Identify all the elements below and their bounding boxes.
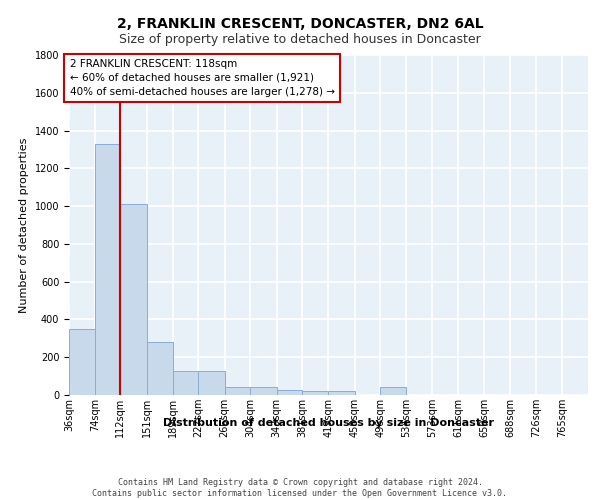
Text: Distribution of detached houses by size in Doncaster: Distribution of detached houses by size …: [163, 418, 494, 428]
Bar: [69, 329, 95, 395]
Bar: [277, 390, 302, 395]
Bar: [302, 391, 328, 395]
Bar: [250, 388, 277, 395]
Text: 2, FRANKLIN CRESCENT, DONCASTER, DN2 6AL: 2, FRANKLIN CRESCENT, DONCASTER, DN2 6AL: [116, 18, 484, 32]
Text: 2 FRANKLIN CRESCENT: 118sqm
← 60% of detached houses are smaller (1,921)
40% of : 2 FRANKLIN CRESCENT: 118sqm ← 60% of det…: [70, 59, 335, 97]
Bar: [147, 342, 173, 395]
Bar: [95, 144, 121, 395]
Text: Size of property relative to detached houses in Doncaster: Size of property relative to detached ho…: [119, 32, 481, 46]
Bar: [173, 372, 198, 395]
Bar: [198, 372, 224, 395]
Bar: [224, 388, 250, 395]
Y-axis label: Number of detached properties: Number of detached properties: [19, 138, 29, 312]
Bar: [121, 204, 147, 395]
Text: Contains HM Land Registry data © Crown copyright and database right 2024.
Contai: Contains HM Land Registry data © Crown c…: [92, 478, 508, 498]
Bar: [328, 391, 355, 395]
Bar: [380, 388, 406, 395]
